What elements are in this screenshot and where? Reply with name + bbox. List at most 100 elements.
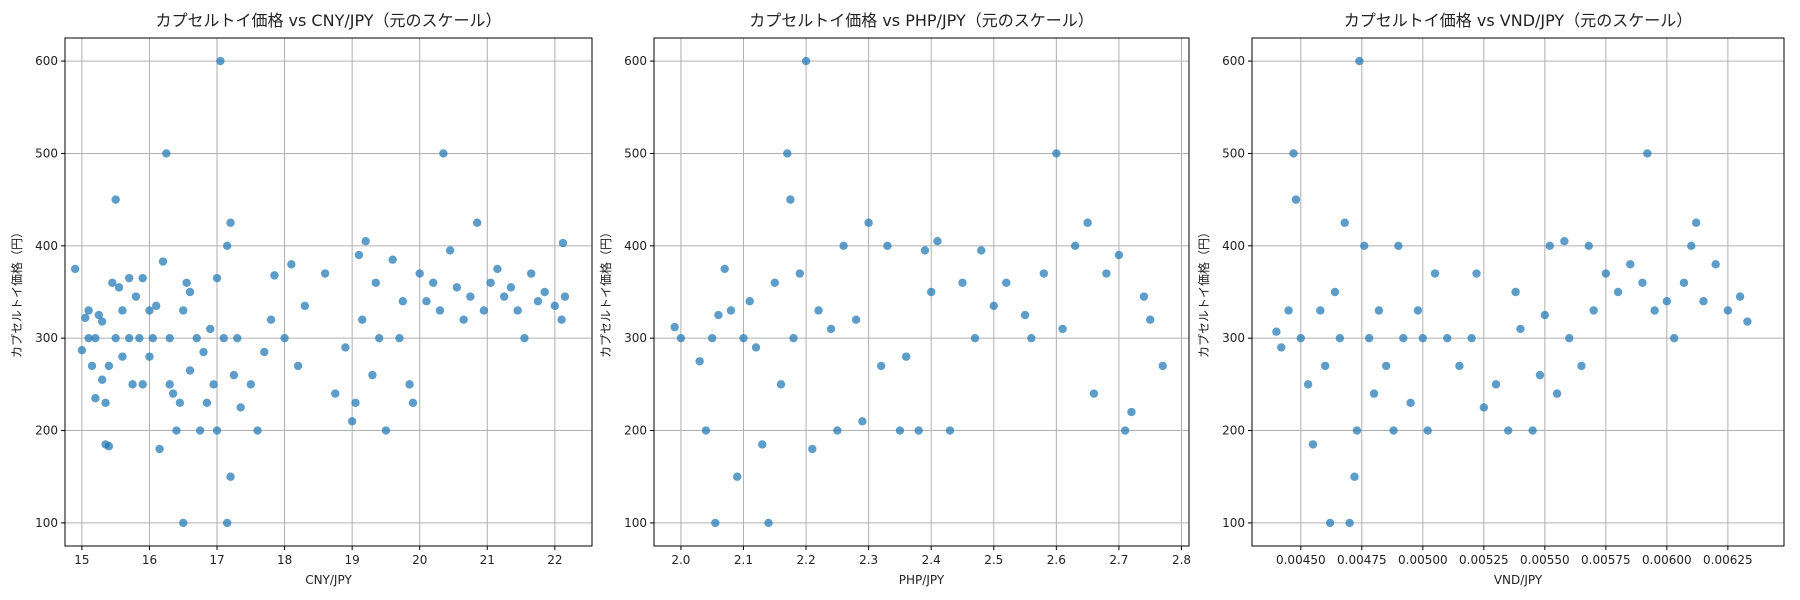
data-point [192, 333, 201, 343]
data-point [550, 301, 560, 311]
y-tick-label: 500 [1222, 146, 1245, 160]
data-point [1308, 440, 1318, 449]
x-tick-label: 2.1 [734, 553, 753, 567]
x-tick-label: 21 [480, 553, 495, 567]
data-point [1589, 306, 1598, 315]
data-point [808, 444, 817, 454]
data-point [1552, 389, 1562, 398]
data-points [1272, 56, 1752, 528]
y-axis-label: カプセルトイ価格（円） [9, 226, 24, 358]
data-point [405, 380, 414, 389]
data-point [1325, 518, 1335, 528]
data-point [858, 417, 867, 426]
x-tick-label: 2.8 [1172, 553, 1191, 567]
data-point [770, 278, 779, 287]
data-point [148, 333, 158, 343]
data-point [1158, 361, 1167, 371]
data-point [1321, 361, 1330, 371]
data-point [1350, 472, 1359, 481]
data-point [354, 250, 364, 260]
data-point [206, 324, 215, 334]
data-point [182, 278, 191, 287]
x-tick-label: 16 [142, 553, 157, 567]
data-point [1146, 315, 1155, 324]
x-tick-label: 15 [74, 553, 89, 567]
x-tick-label: 0.00575 [1581, 553, 1631, 567]
data-point [851, 315, 861, 324]
data-point [1316, 306, 1325, 315]
data-point [179, 306, 188, 315]
y-tick-label: 200 [1222, 424, 1245, 438]
chart-panel-2: 2.0 2.1 2.2 2.3 2.4 2.5 2.6 2.7 2.8 100 200 300 400 5… [598, 11, 1191, 587]
data-point [124, 333, 134, 343]
data-point [1335, 333, 1345, 343]
data-point [233, 333, 242, 343]
y-tick-label: 300 [35, 331, 58, 345]
data-point [1406, 398, 1415, 408]
data-point [1389, 426, 1398, 435]
data-point [945, 426, 955, 435]
data-point [1303, 380, 1313, 389]
y-tick-label: 600 [35, 54, 58, 68]
data-point [977, 246, 986, 255]
chart-title: カプセルトイ価格 vs CNY/JPY（元のスケール） [155, 11, 501, 30]
data-point [155, 444, 164, 454]
data-point [1687, 241, 1696, 251]
data-point [1430, 269, 1440, 278]
data-point [1369, 389, 1379, 398]
data-point [711, 518, 720, 528]
data-point [1638, 278, 1647, 287]
x-tick-label: 2.2 [797, 553, 816, 567]
data-point [1491, 380, 1501, 389]
data-point [1443, 333, 1452, 343]
data-point [222, 518, 232, 528]
x-tick-label: 2.5 [984, 553, 1003, 567]
data-point [1083, 218, 1092, 227]
data-point [415, 269, 424, 278]
data-point [557, 315, 566, 324]
data-point [751, 343, 761, 352]
x-tick-label: 19 [345, 553, 360, 567]
x-axis-label: PHP/JPY [899, 573, 945, 587]
y-tick-label: 100 [624, 516, 647, 530]
data-point [739, 333, 748, 343]
data-point [1601, 269, 1611, 278]
data-point [1418, 333, 1428, 343]
data-point [128, 380, 137, 389]
data-point [87, 361, 97, 371]
data-point [341, 343, 350, 352]
x-tick-label: 2.7 [1109, 553, 1128, 567]
data-point [989, 301, 998, 311]
data-point [914, 426, 923, 435]
plot-frame [1251, 37, 1785, 547]
data-point [439, 149, 448, 158]
x-tick-label: 2.3 [859, 553, 878, 567]
data-point [429, 278, 438, 287]
data-point [138, 380, 147, 389]
data-point [199, 347, 208, 357]
data-point [789, 333, 798, 343]
data-point [1039, 269, 1049, 278]
data-point [1479, 403, 1489, 412]
data-point [1374, 306, 1384, 315]
x-tick-label: 0.00600 [1642, 553, 1692, 567]
x-tick-label: 20 [412, 553, 427, 567]
y-tick-label: 500 [35, 146, 58, 160]
data-point [1289, 149, 1298, 158]
data-point [1560, 237, 1569, 246]
data-point [124, 273, 134, 283]
data-point [560, 292, 570, 301]
data-point [195, 426, 205, 435]
data-point [398, 297, 408, 306]
data-point [1277, 343, 1286, 352]
data-point [293, 361, 303, 371]
plot-frame [653, 37, 1190, 547]
data-point [260, 347, 269, 357]
y-axis-label: カプセルトイ価格（円） [1196, 226, 1211, 358]
data-point [926, 287, 936, 297]
data-point [1020, 310, 1030, 320]
data-point [1352, 426, 1362, 435]
data-point [216, 56, 225, 66]
data-point [1662, 297, 1672, 306]
data-point [381, 426, 391, 435]
